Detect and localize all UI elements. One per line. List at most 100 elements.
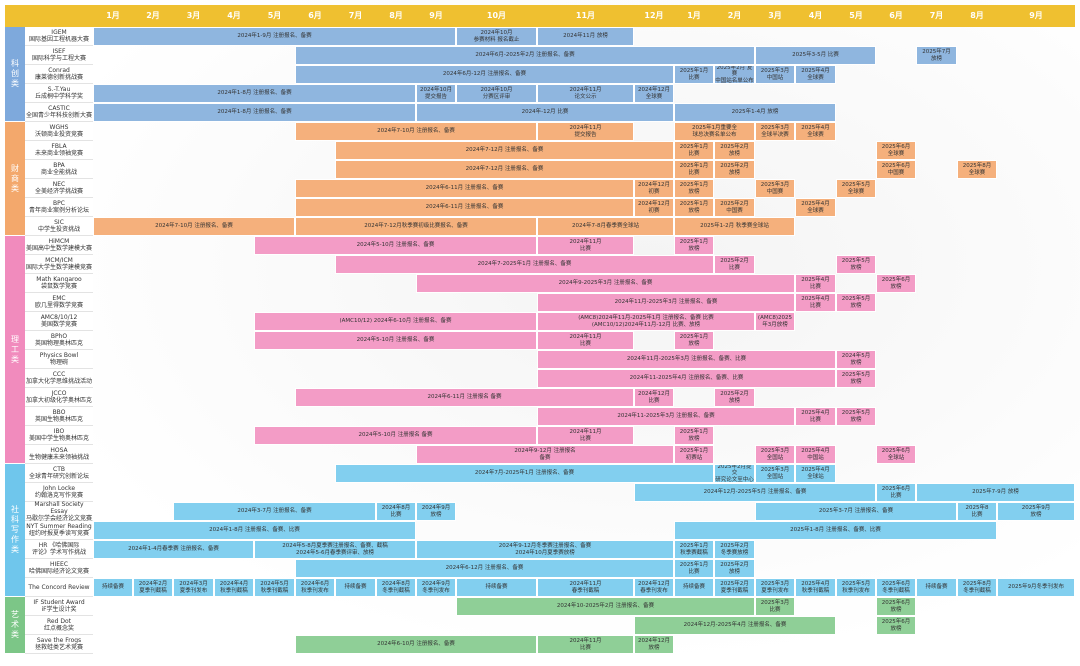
timeline-bar: 2024年7-2025年1月 注册报名、备赛 — [335, 255, 714, 274]
timeline-bar: 2025年1月 放榜 — [674, 236, 714, 255]
competition-name: JCCO — [51, 390, 67, 397]
competition-name: CCC — [52, 371, 66, 378]
competition-name: IGEM — [51, 29, 67, 36]
timeline-bar: 2025年2月 夏季刊截稿 — [714, 578, 755, 597]
timeline-bar: 2025年1-4月 放榜 — [674, 103, 836, 122]
timeline-bar: 2025年6月 放榜 — [876, 616, 916, 635]
competition-name: IF Student Award iF学生设计奖 — [25, 597, 93, 616]
timeline-bar: 2025年6月 冬季刊截稿 — [876, 578, 916, 597]
timeline-bar: 2024年6-11月 注册报名 备赛 — [295, 388, 634, 407]
competition-subtitle: 国际科学与工程大赛 — [31, 55, 86, 62]
timeline-bar: 2025年4月 中国站 — [795, 445, 836, 464]
competition-name: BPA 商业全能挑战 — [25, 160, 93, 179]
competition-name: WGHS 沃顿商业投资竞赛 — [25, 122, 93, 141]
category-name: 财商类 — [10, 163, 20, 194]
timeline-bar: 2025年3月 全国站 — [755, 464, 795, 483]
month-label: 6月 — [308, 11, 322, 20]
competition-name: EMC — [52, 295, 66, 302]
timeline-bar: 2024年12月 放榜 — [634, 635, 674, 654]
month-label: 5月 — [849, 11, 863, 20]
timeline-bar: 2025年6月 比赛 — [876, 483, 916, 502]
month-label: 1月 — [106, 11, 120, 20]
timeline-bar: 2024年12月 初赛 — [634, 179, 674, 198]
timeline-bar: 2024年6-10月 注册报名、备赛 — [295, 635, 537, 654]
timeline-bar: 2025年2月 放榜 — [714, 141, 755, 160]
competition-name: John Locke 约翰洛克写作竞赛 — [25, 483, 93, 502]
timeline-bar: 2025年3月 夏季刊发布 — [755, 578, 795, 597]
timeline-bar: 2024年7-12月 注册报名、备赛 — [335, 160, 674, 179]
competition-name: HIEEC — [49, 561, 69, 568]
timeline-bar: 2024年11-2025年3月 注册报名、备赛 — [537, 407, 795, 426]
competition-name: IF Student Award — [33, 599, 85, 606]
timeline-bar: 2024年12月-2025年4月 注册报名、备赛 — [634, 616, 836, 635]
timeline-bar: 2024年9月 放榜 — [416, 502, 456, 521]
competition-subtitle: 拯救蛙类艺术竞赛 — [34, 644, 83, 651]
competition-name: BPhO 英国物理奥林匹克 — [25, 331, 93, 350]
timeline-bar: 2025年8 比赛 — [957, 502, 997, 521]
competition-subtitle: 美国中学生物奥林匹克 — [28, 435, 89, 442]
competition-name: Red Dot — [47, 618, 71, 625]
timeline-bar: 2025年5月 秋季刊发布 — [836, 578, 876, 597]
timeline-bar: 2024年11月 春季刊截稿 — [537, 578, 634, 597]
competition-name: Physics Bowl — [39, 352, 79, 359]
timeline-bar: 2025年1月 比赛 — [674, 65, 714, 84]
timeline-bar: 2024年11月 比赛 — [537, 635, 634, 654]
timeline-bar: 2025年3月 全国站 — [755, 445, 795, 464]
month-label: 1月 — [687, 11, 701, 20]
competition-subtitle: 美国高中生数学建模大赛 — [25, 245, 92, 252]
category-label: 科创类 — [5, 27, 25, 122]
timeline-bar: 2025年8月 冬季刊截稿 — [957, 578, 997, 597]
competition-name: JCCO 加拿大初级化学奥林匹克 — [25, 388, 93, 407]
competition-name: ISEF 国际科学与工程大赛 — [25, 46, 93, 65]
competition-subtitle: 未来商业领袖竞赛 — [34, 150, 83, 157]
category-name: 科创类 — [10, 59, 20, 89]
timeline-bar: 2025年2月 放榜 — [714, 388, 755, 407]
category-name: 社科写作类 — [10, 505, 20, 555]
timeline-bar: 2024年12月-2025年5月 注册报名、备赛 — [634, 483, 876, 502]
competition-name: HOSA 生物健康未来领袖挑战 — [25, 445, 93, 464]
competition-subtitle: 约翰洛克写作竞赛 — [34, 492, 83, 499]
month-label: 3月 — [768, 11, 782, 20]
timeline-bar: 2025年7月 放榜 — [916, 46, 957, 65]
competition-subtitle: iF学生设计奖 — [41, 606, 77, 613]
month-label: 3月 — [186, 11, 201, 20]
competition-subtitle: 纽约时报夏季读写竞赛 — [28, 530, 89, 537]
timeline-bar: 2024年2月 夏季刊截稿 — [133, 578, 173, 597]
timeline-bar: 2025年1月 放榜 — [674, 179, 714, 198]
timeline-bar: 2024年9-2025年3月 注册报名、备赛 — [416, 274, 795, 293]
timeline-bar: 2025年4月 全球赛 — [795, 65, 836, 84]
competition-subtitle: 国际大学生数学建模竞赛 — [25, 264, 92, 271]
competition-name: BPC 青年商业案例分析论坛 — [25, 198, 93, 217]
competition-name: BPhO — [50, 333, 68, 340]
timeline-bar: 2025年5月 全球赛 — [836, 179, 876, 198]
competition-subtitle: 商业全能挑战 — [40, 169, 77, 176]
timeline-bar: 2024年3-7月 注册报名、备赛 — [173, 502, 376, 521]
category-label: 财商类 — [5, 122, 25, 236]
timeline-bar: 持续备赛 — [916, 578, 957, 597]
competition-name: CTB 全球青年研究创新论坛 — [25, 464, 93, 483]
timeline-bar: 2025年7-9月 放榜 — [916, 483, 1075, 502]
timeline-bar: (AMC8)2025 年3月放榜 — [755, 312, 795, 331]
competition-name: SIC 中学生投资挑战 — [25, 217, 93, 236]
competition-name: Marshall Society Essay 马歇尔学会经济论文竞赛 — [25, 501, 93, 522]
timeline-bar: 2024年11月 比赛 — [537, 331, 634, 350]
timeline-bar: 2025年2月 放榜 — [714, 160, 755, 179]
competition-name: CASTIC — [48, 105, 70, 112]
timeline-bar: 2024年5-10月 注册报名 备赛 — [254, 426, 537, 445]
timeline-bar: 2024年7-12月 注册报名、备赛 — [335, 141, 674, 160]
competition-name: HR 《哈佛国际 评论》学术写作挑战 — [25, 540, 93, 559]
competition-subtitle: 丘成桐中学科学奖 — [34, 93, 83, 100]
competition-name: NYT Summer Reading 纽约时报夏季读写竞赛 — [25, 521, 93, 540]
competition-name: CTB — [53, 466, 65, 473]
competition-subtitle: 中学生投资挑战 — [37, 226, 80, 233]
timeline-bar: 2024年7-10月 注册报名、备赛 — [295, 122, 537, 141]
timeline-bar: 2025年3月 中国赛 — [755, 179, 795, 198]
timeline-bar: 2024年11月-2025年3月 注册报名、备赛 — [537, 293, 795, 312]
competition-subtitle: 全球青年研究创新论坛 — [28, 473, 89, 480]
competition-name: AMC8/10/12 — [40, 314, 78, 321]
competition-name: HiMCM — [48, 238, 70, 245]
competition-subtitle: 欧几里得数学竞赛 — [34, 302, 83, 309]
timeline-bar: 持续备赛 — [674, 578, 714, 597]
timeline-bar: 2024年1-8月 注册报名、备赛 — [93, 103, 416, 122]
competition-name: BPC — [53, 200, 65, 207]
